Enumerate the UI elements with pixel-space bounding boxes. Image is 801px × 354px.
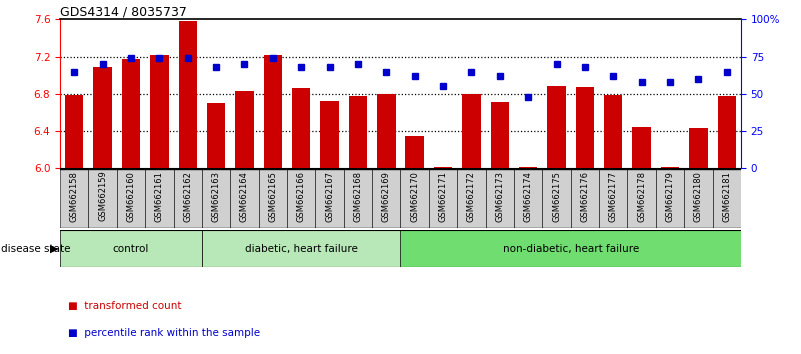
Bar [457, 169, 485, 228]
Text: ■  transformed count: ■ transformed count [68, 301, 182, 311]
Text: GSM662160: GSM662160 [127, 171, 135, 222]
Text: GSM662162: GSM662162 [183, 171, 192, 222]
Bar [179, 21, 197, 168]
Bar [264, 55, 282, 168]
Text: GSM662169: GSM662169 [382, 171, 391, 222]
Text: GSM662164: GSM662164 [240, 171, 249, 222]
Bar [485, 169, 514, 228]
Text: GSM662176: GSM662176 [581, 171, 590, 222]
Text: ■  percentile rank within the sample: ■ percentile rank within the sample [68, 328, 260, 338]
Bar [661, 167, 679, 168]
Bar [576, 87, 594, 168]
Text: GSM662168: GSM662168 [353, 171, 362, 222]
Text: GSM662178: GSM662178 [637, 171, 646, 222]
Bar [400, 169, 429, 228]
Text: GSM662167: GSM662167 [325, 171, 334, 222]
Text: GSM662179: GSM662179 [666, 171, 674, 222]
Bar [88, 169, 117, 228]
Bar [400, 230, 741, 267]
Text: disease state: disease state [1, 244, 70, 254]
Bar [372, 169, 400, 228]
Bar [320, 101, 339, 168]
Text: GDS4314 / 8035737: GDS4314 / 8035737 [60, 5, 187, 18]
Text: GSM662163: GSM662163 [211, 171, 220, 222]
Bar [434, 167, 453, 168]
Bar [462, 94, 481, 168]
Text: GSM662166: GSM662166 [296, 171, 306, 222]
Bar [542, 169, 570, 228]
Bar [627, 169, 656, 228]
Bar [348, 96, 367, 168]
Text: GSM662175: GSM662175 [552, 171, 561, 222]
Bar [122, 59, 140, 168]
Text: diabetic, heart failure: diabetic, heart failure [245, 244, 358, 254]
Bar [207, 103, 225, 168]
Bar [231, 169, 259, 228]
Bar [316, 169, 344, 228]
Bar [377, 94, 396, 168]
Bar [259, 169, 287, 228]
Bar [344, 169, 372, 228]
Bar [570, 169, 599, 228]
Text: GSM662180: GSM662180 [694, 171, 702, 222]
Bar [604, 95, 622, 168]
Bar [60, 230, 202, 267]
Bar [202, 230, 400, 267]
Bar [429, 169, 457, 228]
Bar [718, 96, 736, 168]
Text: GSM662165: GSM662165 [268, 171, 277, 222]
Text: GSM662177: GSM662177 [609, 171, 618, 222]
Text: non-diabetic, heart failure: non-diabetic, heart failure [502, 244, 639, 254]
Bar [150, 55, 168, 168]
Text: GSM662159: GSM662159 [99, 171, 107, 221]
Bar [684, 169, 713, 228]
Bar [174, 169, 202, 228]
Bar [292, 88, 311, 168]
Text: GSM662170: GSM662170 [410, 171, 419, 222]
Text: GSM662158: GSM662158 [70, 171, 78, 222]
Bar [60, 169, 88, 228]
Bar [202, 169, 231, 228]
Bar [599, 169, 627, 228]
Bar [633, 127, 651, 168]
Bar [235, 91, 254, 168]
Bar [713, 169, 741, 228]
Bar [514, 169, 542, 228]
Bar [405, 136, 424, 168]
Text: ▶: ▶ [50, 244, 58, 254]
Bar [117, 169, 145, 228]
Bar [547, 86, 566, 168]
Text: GSM662173: GSM662173 [495, 171, 505, 222]
Bar [145, 169, 174, 228]
Text: GSM662181: GSM662181 [723, 171, 731, 222]
Text: GSM662174: GSM662174 [524, 171, 533, 222]
Text: control: control [113, 244, 149, 254]
Bar [65, 95, 83, 168]
Bar [287, 169, 316, 228]
Text: GSM662171: GSM662171 [439, 171, 448, 222]
Bar [94, 67, 112, 168]
Bar [490, 102, 509, 168]
Text: GSM662172: GSM662172 [467, 171, 476, 222]
Bar [519, 167, 537, 168]
Bar [656, 169, 684, 228]
Bar [689, 128, 707, 168]
Text: GSM662161: GSM662161 [155, 171, 164, 222]
